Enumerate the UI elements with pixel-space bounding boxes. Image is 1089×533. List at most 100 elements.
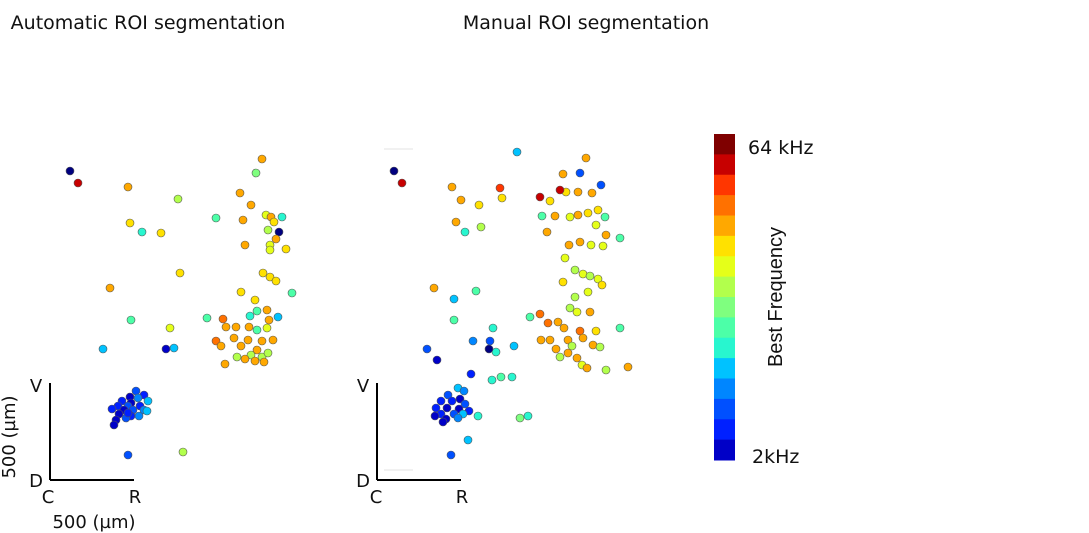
colorbar-segment [714,439,735,461]
roi-point [238,215,248,225]
roi-point [578,333,588,343]
roi-point [161,344,171,354]
roi-point [389,166,399,176]
roi-point [581,153,591,163]
roi-point [271,276,281,286]
roi-point [165,323,175,333]
roi-point [615,233,625,243]
colorbar-title: Best Frequency [765,227,787,367]
scatter-points-manual [389,147,633,460]
roi-point [596,180,606,190]
roi-point [558,169,568,179]
roi-point [231,322,241,332]
roi-point [474,200,484,210]
roi-point [550,211,560,221]
scale-label-r: R [456,487,469,508]
roi-point [211,213,221,223]
roi-point [73,178,83,188]
roi-point [545,335,555,345]
roi-point [523,411,533,421]
roi-point [572,307,582,317]
colorbar-segment [714,276,735,298]
roi-point [429,283,439,293]
roi-point [451,217,461,227]
scale-label-c: C [370,487,383,508]
roi-point [142,406,152,416]
roi-point [570,292,580,302]
roi-point [559,323,569,333]
roi-point [595,342,605,352]
roi-point [459,386,469,396]
roi-point [109,420,119,430]
colorbar-segment [714,378,735,400]
roi-point [98,344,108,354]
colorbar-segment [714,358,735,379]
roi-point [229,333,239,343]
colorbar-segment [714,419,735,441]
roi-point [432,355,442,365]
scale-bar-manual: V D C R [356,376,468,508]
roi-point [169,343,179,353]
roi-point [485,336,495,346]
roi-point [573,187,583,197]
roi-point [236,287,246,297]
roi-point [471,286,481,296]
roi-point [587,188,597,198]
roi-point [447,182,457,192]
roi-point [564,240,574,250]
roi-point [252,325,262,335]
roi-point [535,192,545,202]
roi-point [218,314,228,324]
roi-point [565,212,575,222]
roi-point [269,217,279,227]
roi-point [575,237,585,247]
roi-point [558,277,568,287]
roi-point [125,218,135,228]
roi-point [537,211,547,221]
roi-point [570,265,580,275]
roi-point [263,225,273,235]
roi-point [232,352,242,362]
colorbar-segment [714,215,735,237]
roi-point [536,335,546,345]
colorbar-segment [714,235,735,257]
roi-point [555,185,565,195]
roi-point [245,311,255,321]
roi-point [446,450,456,460]
colorbar-segment [714,337,735,359]
roi-point [250,295,260,305]
roi-point [257,336,267,346]
scale-label-c: C [42,487,55,508]
roi-point [264,315,274,325]
roi-point [263,348,273,358]
roi-point [123,182,133,192]
roi-point [268,335,278,345]
colorbar-segment [714,174,735,196]
roi-point [221,322,231,332]
scale-label-d: D [29,471,43,492]
roi-point [597,280,607,290]
roi-point [591,220,601,230]
roi-point [598,241,608,251]
roi-point [259,357,269,367]
roi-point [257,154,267,164]
roi-point [586,240,596,250]
roi-point [585,307,595,317]
roi-point [143,396,153,406]
roi-point [484,344,494,354]
roi-point [593,274,603,284]
scale-bar-automatic: V D C R 500 (µm) 500 (µm) [0,376,141,533]
roi-point [422,344,432,354]
scale-label-v: V [357,376,370,397]
roi-point [525,312,535,322]
roi-point [468,336,478,346]
roi-point [175,268,185,278]
colorbar-min-label: 2kHz [752,446,799,468]
roi-point [572,353,582,363]
roi-point [220,359,230,369]
roi-point [601,365,611,375]
roi-point [585,271,595,281]
roi-point [542,227,552,237]
roi-point [623,362,633,372]
roi-point [65,166,75,176]
